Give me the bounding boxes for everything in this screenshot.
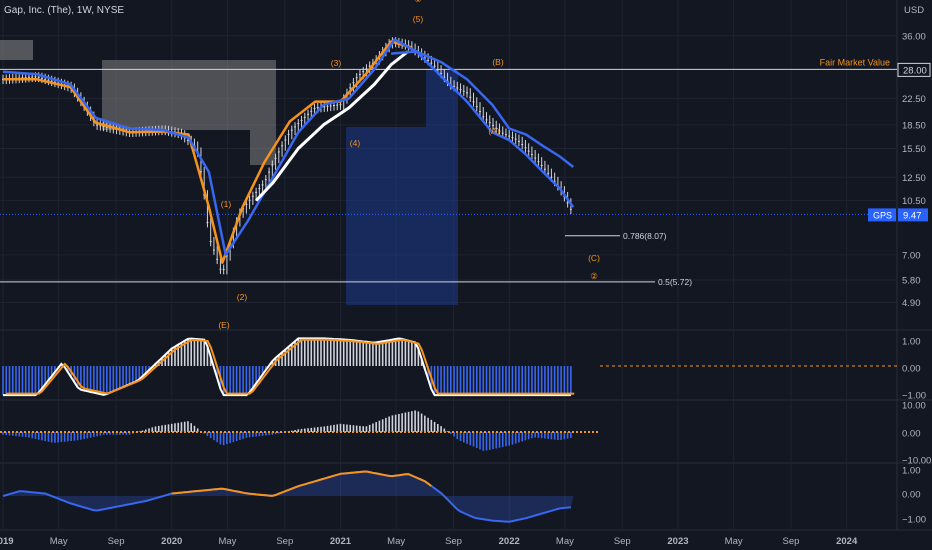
chart-title: Gap, Inc. (The), 1W, NYSE: [4, 5, 125, 16]
osc-y-tick: 1.00: [902, 466, 921, 477]
fib-label: 0.5(5.72): [658, 277, 692, 287]
x-tick-label: 2020: [161, 536, 182, 547]
wave-label: ②: [590, 271, 598, 281]
fair-value-tag: [897, 62, 931, 77]
y-tick-label: 36.00: [902, 31, 926, 42]
osc-y-tick: −1.00: [902, 391, 926, 402]
wave-label: (C): [588, 253, 600, 263]
ma-line-orange: [3, 40, 412, 264]
wave-label: (2): [237, 292, 248, 302]
y-tick-label: 5.80: [902, 275, 921, 286]
y-tick-label: 18.50: [902, 120, 926, 131]
y-tick-label: 10.50: [902, 196, 926, 207]
y-tick-label: 4.90: [902, 298, 921, 309]
ma-line-white: [255, 50, 409, 202]
currency-label: USD: [904, 5, 925, 16]
x-tick-label: Sep: [783, 536, 800, 547]
osc-y-tick: −1.00: [902, 515, 926, 526]
osc1-line-orange: [6, 338, 575, 395]
wave-label: (4): [350, 138, 361, 148]
x-tick-label: Sep: [276, 536, 293, 547]
osc-y-tick: 0.00: [902, 364, 921, 375]
fib-label: 0.786(8.07): [623, 231, 667, 241]
fair-value-tag-text: 28.00: [903, 65, 927, 76]
wave-label: (5): [413, 14, 424, 24]
oscillator-pane-3[interactable]: [2, 470, 574, 523]
x-tick-label: Sep: [108, 536, 125, 547]
y-tick-label: 12.50: [902, 173, 926, 184]
ticker-text: GPS: [873, 210, 892, 220]
wave-label: (1): [221, 199, 232, 209]
x-tick-label: 2024: [836, 536, 858, 547]
ticker-tag: [868, 208, 896, 222]
x-tick-label: Sep: [614, 536, 631, 547]
oscillator-pane-2[interactable]: [0, 410, 600, 451]
y-tick-label: 22.50: [902, 94, 926, 105]
x-tick-label: May: [218, 536, 236, 547]
wave-label: (B): [492, 57, 504, 67]
ma-line-blue: [2, 38, 575, 257]
fair-value-label: Fair Market Value: [820, 57, 890, 67]
osc-y-tick: −10.00: [902, 456, 931, 467]
x-tick-label: Sep: [445, 536, 462, 547]
osc3-area: [3, 471, 574, 522]
x-tick-label: 2023: [667, 536, 688, 547]
x-tick-label: 2022: [499, 536, 520, 547]
axes: 36.00 28.00 22.50 18.50 15.50 12.50 10.50 7.00 5…: [0, 31, 931, 547]
osc-y-tick: 1.00: [902, 337, 921, 348]
y-tick-label: 15.50: [902, 144, 926, 155]
osc-y-tick: 10.00: [902, 401, 926, 412]
x-tick-label: May: [387, 536, 405, 547]
oscillator-pane-1[interactable]: [2, 337, 897, 397]
osc-y-tick: 0.00: [902, 429, 921, 440]
x-tick-label: May: [50, 536, 68, 547]
wave-label: (3): [331, 58, 342, 68]
osc-y-tick: 0.00: [902, 490, 921, 501]
price-tag-text: 9.47: [903, 210, 922, 221]
wave-label: (A): [488, 126, 500, 136]
gray-zone: [102, 60, 276, 165]
wave-label: ①: [414, 0, 422, 4]
y-tick-label: 7.00: [902, 250, 921, 261]
x-tick-label: May: [725, 536, 743, 547]
x-tick-label: May: [556, 536, 574, 547]
wave-label: (E): [218, 320, 230, 330]
navy-zone: [346, 70, 458, 305]
gray-zone-left: [0, 40, 33, 60]
x-tick-label: 2019: [0, 536, 14, 547]
ma-line-blue-slow: [390, 50, 575, 168]
price-pane[interactable]: Fair Market Value 0.786(8.07) 0.5(5.72) (1)…: [0, 0, 897, 330]
osc1-line-white: [3, 337, 571, 397]
osc3-line-orange: [171, 470, 432, 497]
x-tick-label: 2021: [330, 536, 352, 547]
price-tag: [898, 208, 928, 222]
